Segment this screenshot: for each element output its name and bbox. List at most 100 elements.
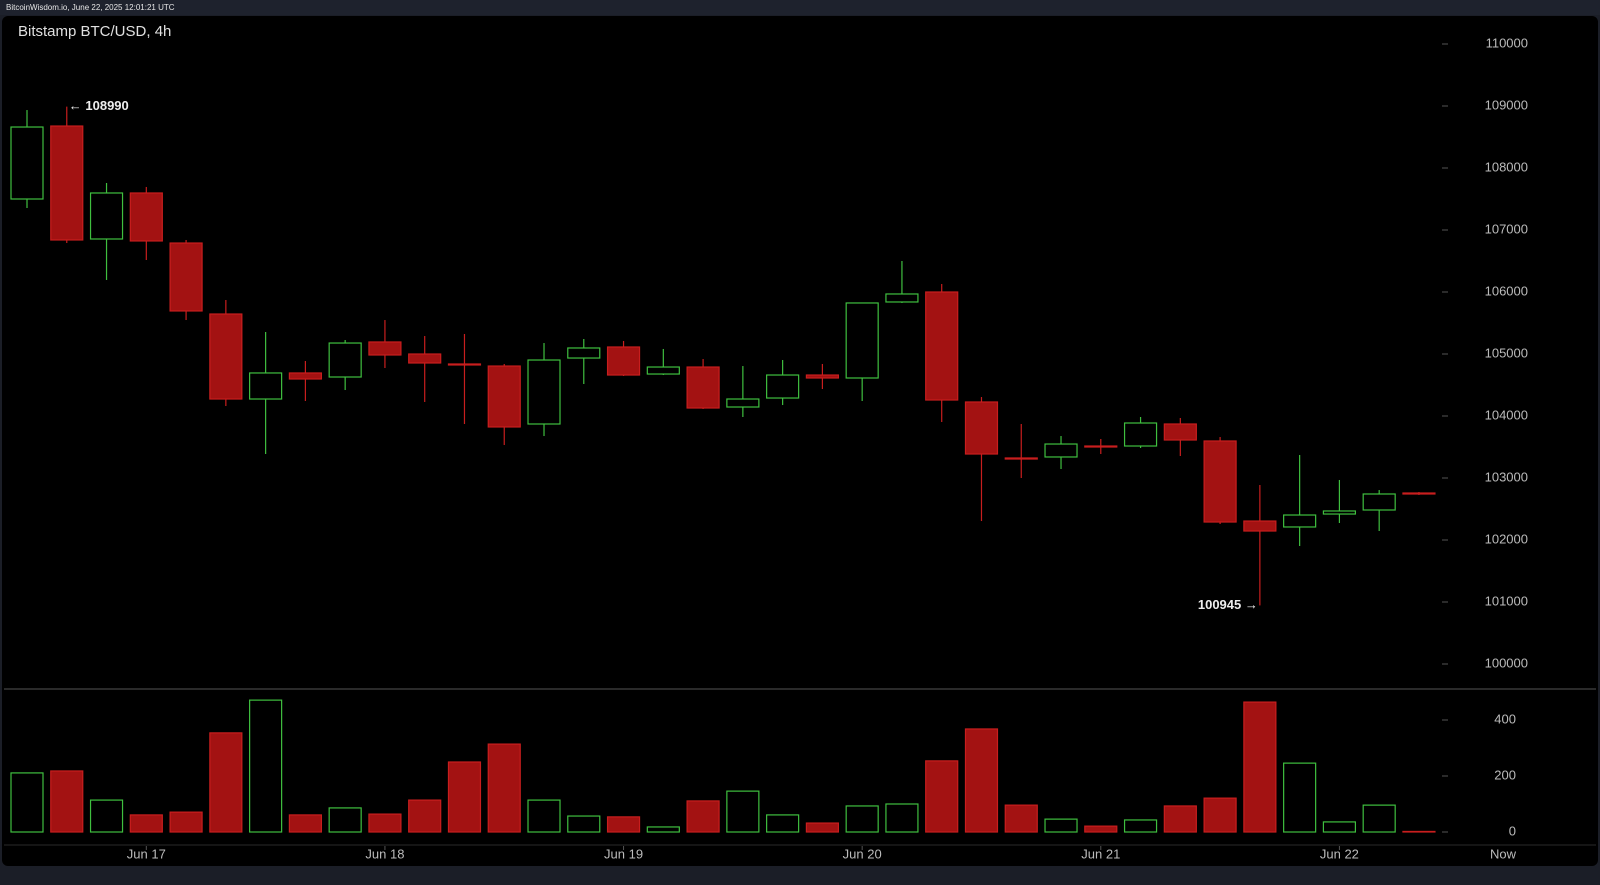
volume-bar [1163, 805, 1197, 833]
candle-body [1322, 510, 1357, 515]
volume-bar [1123, 819, 1158, 833]
x-tick-label: Jun 17 [127, 846, 166, 861]
candle-body [209, 313, 243, 400]
candle-body [50, 125, 84, 241]
candle-body [686, 366, 720, 409]
x-tick-label: Jun 19 [604, 846, 643, 861]
volume-bar [328, 807, 362, 833]
candle-body [1004, 457, 1038, 460]
x-tick-label: Jun 20 [843, 846, 882, 861]
chart-area [2, 16, 1598, 866]
candle-body [925, 291, 959, 401]
candle-body [1123, 422, 1158, 447]
y-tick-label: 106000 [1485, 283, 1528, 298]
x-tick-label: Jun 22 [1320, 846, 1359, 861]
candle-body [10, 126, 44, 200]
candle-body [805, 374, 840, 379]
y-tick-label: 103000 [1485, 469, 1528, 484]
volume-bar [209, 732, 243, 833]
x-tick-label: Jun 21 [1081, 846, 1120, 861]
candle-body [1402, 492, 1436, 495]
candle-body [1163, 423, 1197, 441]
candle-body [1084, 445, 1118, 448]
y-tick-label: 110000 [1486, 35, 1528, 50]
candle-body [567, 347, 601, 359]
volume-bar [129, 814, 163, 833]
candle-body [408, 353, 442, 364]
vol-tick-label: 200 [1494, 767, 1516, 782]
vol-tick-label: 0 [1509, 823, 1516, 838]
volume-bar [646, 826, 680, 833]
candle-body [726, 398, 760, 408]
volume-bar [368, 813, 402, 833]
candle-body [527, 359, 561, 425]
candle-body [1044, 443, 1078, 458]
volume-bar [1402, 830, 1436, 833]
volume-bar [10, 772, 44, 833]
candle-body [169, 242, 203, 312]
vol-tick-label: 400 [1494, 711, 1516, 726]
candle-body [1283, 514, 1317, 528]
volume-bar [1084, 825, 1118, 833]
volume-bar [1322, 821, 1357, 833]
volume-bar [1044, 818, 1078, 833]
volume-bar [169, 811, 203, 833]
candle-body [368, 341, 402, 356]
candle-body [249, 372, 283, 400]
now-label: Now [1490, 846, 1517, 861]
y-tick-label: 109000 [1485, 97, 1528, 112]
y-tick-label: 100000 [1485, 655, 1528, 670]
volume-bar [567, 815, 601, 833]
y-tick-label: 105000 [1485, 345, 1528, 360]
volume-bar [1362, 804, 1396, 833]
candle-body [487, 365, 521, 428]
volume-bar [50, 770, 84, 833]
volume-bar [249, 699, 283, 833]
candle-body [1243, 520, 1277, 532]
volume-bar [527, 799, 561, 833]
volume-bar [885, 803, 919, 833]
volume-bar [805, 822, 840, 833]
y-tick-label: 107000 [1485, 221, 1528, 236]
volume-bar [408, 799, 442, 833]
candle-body [845, 302, 879, 379]
y-tick-label: 108000 [1485, 159, 1528, 174]
volume-bar [447, 761, 482, 833]
volume-bar [845, 805, 879, 833]
candle-body [447, 363, 482, 366]
x-tick-label: Jun 18 [365, 846, 404, 861]
y-tick-label: 101000 [1485, 593, 1528, 608]
candle-body [1203, 440, 1237, 523]
volume-bar [606, 816, 641, 833]
candle-body [606, 346, 641, 376]
volume-bar [1283, 762, 1317, 833]
annotation: ← 108990 [69, 98, 129, 113]
volume-bar [766, 814, 800, 833]
candle-body [646, 366, 680, 375]
volume-bar [89, 799, 124, 833]
y-tick-label: 102000 [1485, 531, 1528, 546]
header: BitcoinWisdom.io, June 22, 2025 12:01:21… [6, 3, 175, 12]
candle-body [964, 401, 999, 455]
candle-body [89, 192, 124, 240]
candle-body [328, 342, 362, 378]
volume-bar [686, 800, 720, 833]
chart-title: Bitstamp BTC/USD, 4h [18, 23, 171, 40]
candle-body [885, 293, 919, 303]
top-bar [0, 0, 1600, 15]
annotation: 100945 → [1198, 597, 1258, 612]
volume-bar [1004, 804, 1038, 833]
volume-bar [726, 790, 760, 833]
volume-bar [925, 760, 959, 833]
candle-body [1362, 493, 1396, 511]
candle-body [766, 374, 800, 399]
volume-bar [1203, 797, 1237, 833]
candle-body [288, 372, 322, 380]
volume-bar [487, 743, 521, 833]
volume-bar [288, 814, 322, 833]
y-tick-label: 104000 [1485, 407, 1528, 422]
volume-bar [1243, 701, 1277, 833]
candle-body [129, 192, 163, 242]
volume-bar [964, 728, 999, 833]
